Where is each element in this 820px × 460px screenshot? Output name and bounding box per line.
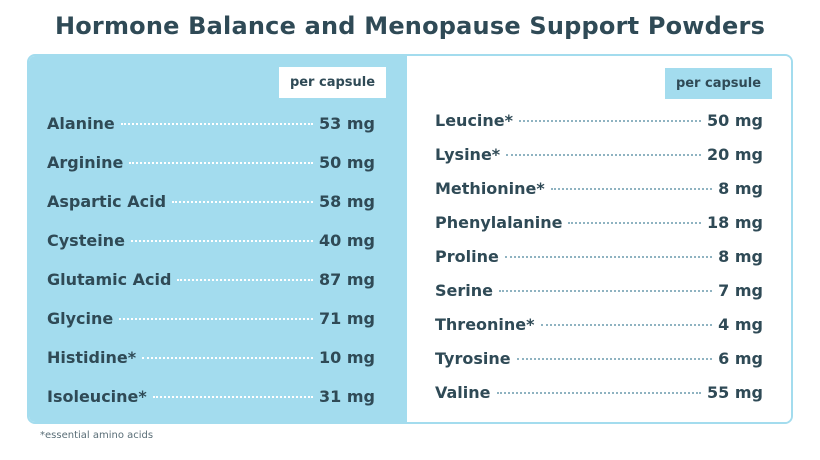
row-amount: 18 mg [707,213,763,232]
row-amount: 31 mg [319,387,375,406]
row-amount: 50 mg [707,111,763,130]
row-name: Alanine [47,114,115,133]
row-amount: 7 mg [718,281,763,300]
row-amount: 50 mg [319,153,375,172]
dot-leader [568,222,702,224]
row-name: Tyrosine [435,349,511,368]
left-rows: Alanine 53 mg Arginine 50 mg Aspartic Acid… [47,104,375,416]
row-amount: 4 mg [718,315,763,334]
row-amount: 58 mg [319,192,375,211]
row-name: Serine [435,281,493,300]
dot-leader [120,123,314,125]
table-row: Alanine 53 mg [47,104,375,143]
row-amount: 40 mg [319,231,375,250]
footnote: *essential amino acids [40,430,154,441]
table-row: Lysine* 20 mg [435,138,763,172]
row-name: Histidine* [47,348,137,367]
table-row: Arginine 50 mg [47,143,375,182]
left-panel: per capsule Alanine 53 mg Arginine 50 mg A… [29,56,407,422]
dot-leader [550,188,713,190]
row-name: Leucine* [435,111,514,130]
row-amount: 8 mg [718,247,763,266]
table-row: Leucine* 50 mg [435,104,763,138]
row-name: Glutamic Acid [47,270,172,289]
dot-leader [516,358,713,360]
amino-acid-table: per capsule Alanine 53 mg Arginine 50 mg A… [27,54,793,424]
table-row: Proline 8 mg [435,240,763,274]
dot-leader [119,318,314,320]
right-rows: Leucine* 50 mg Lysine* 20 mg Methionine* 8 … [435,104,763,410]
dot-leader [506,154,702,156]
table-row: Phenylalanine 18 mg [435,206,763,240]
row-amount: 10 mg [319,348,375,367]
table-row: Methionine* 8 mg [435,172,763,206]
row-name: Valine [435,383,491,402]
table-row: Valine 55 mg [435,376,763,410]
row-amount: 53 mg [319,114,375,133]
row-amount: 8 mg [718,179,763,198]
row-name: Cysteine [47,231,125,250]
row-name: Arginine [47,153,124,172]
page-title: Hormone Balance and Menopause Support Po… [54,12,766,40]
dot-leader [499,290,713,292]
row-amount: 87 mg [319,270,375,289]
table-row: Glycine 71 mg [47,299,375,338]
dot-leader [129,162,314,164]
left-column-header: per capsule [279,67,386,98]
row-name: Glycine [47,309,114,328]
right-panel: per capsule Leucine* 50 mg Lysine* 20 mg M… [409,56,791,422]
row-amount: 71 mg [319,309,375,328]
table-row: Serine 7 mg [435,274,763,308]
dot-leader [496,392,702,394]
row-name: Methionine* [435,179,545,198]
row-name: Threonine* [435,315,535,334]
row-name: Phenylalanine [435,213,563,232]
dot-leader [177,279,314,281]
table-row: Glutamic Acid 87 mg [47,260,375,299]
dot-leader [152,396,314,398]
row-name: Aspartic Acid [47,192,167,211]
row-amount: 6 mg [718,349,763,368]
dot-leader [130,240,314,242]
row-amount: 55 mg [707,383,763,402]
dot-leader [519,120,702,122]
dot-leader [504,256,713,258]
dot-leader [540,324,713,326]
dot-leader [172,201,314,203]
right-column-header: per capsule [665,68,772,99]
row-amount: 20 mg [707,145,763,164]
row-name: Lysine* [435,145,501,164]
table-row: Threonine* 4 mg [435,308,763,342]
table-row: Cysteine 40 mg [47,221,375,260]
dot-leader [142,357,314,359]
row-name: Proline [435,247,499,266]
table-row: Aspartic Acid 58 mg [47,182,375,221]
table-row: Histidine* 10 mg [47,338,375,377]
table-row: Isoleucine* 31 mg [47,377,375,416]
table-row: Tyrosine 6 mg [435,342,763,376]
row-name: Isoleucine* [47,387,147,406]
